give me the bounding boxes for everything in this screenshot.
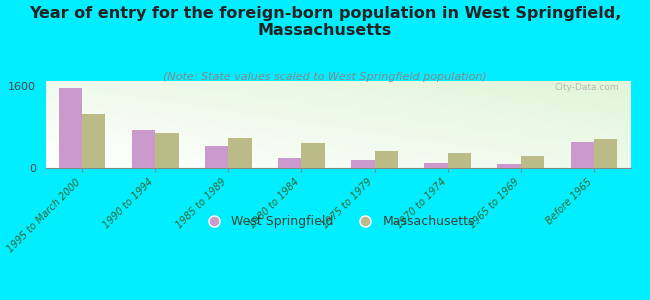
Bar: [82, 114, 105, 168]
Bar: [424, 163, 448, 168]
Legend: West Springfield, Massachusetts: West Springfield, Massachusetts: [196, 210, 480, 233]
Bar: [205, 146, 228, 168]
Bar: [351, 160, 374, 168]
Bar: [58, 88, 82, 168]
Bar: [374, 151, 398, 168]
Bar: [155, 133, 179, 168]
Bar: [594, 139, 618, 168]
Bar: [497, 164, 521, 168]
Bar: [521, 156, 544, 168]
Bar: [448, 153, 471, 168]
Text: Year of entry for the foreign-born population in West Springfield,
Massachusetts: Year of entry for the foreign-born popul…: [29, 6, 621, 38]
Text: (Note: State values scaled to West Springfield population): (Note: State values scaled to West Sprin…: [163, 72, 487, 82]
Bar: [132, 130, 155, 168]
Bar: [571, 142, 594, 168]
Text: City-Data.com: City-Data.com: [554, 83, 619, 92]
Bar: [302, 143, 325, 168]
Bar: [228, 138, 252, 168]
Bar: [278, 158, 302, 168]
